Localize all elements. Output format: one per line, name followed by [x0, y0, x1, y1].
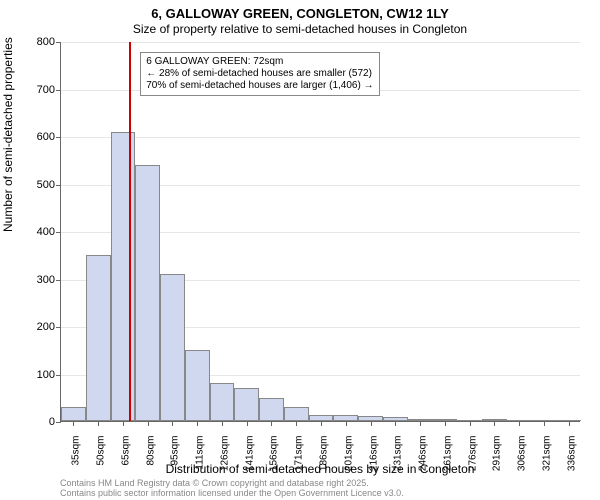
- x-tick-mark: [123, 421, 124, 426]
- y-tick-mark: [56, 232, 61, 233]
- annotation-line: 6 GALLOWAY GREEN: 72sqm: [146, 56, 373, 68]
- x-tick-mark: [470, 421, 471, 426]
- y-tick-label: 200: [15, 321, 55, 333]
- x-tick-label: 171sqm: [294, 436, 305, 486]
- y-tick-label: 600: [15, 131, 55, 143]
- chart-title: 6, GALLOWAY GREEN, CONGLETON, CW12 1LY: [0, 6, 600, 21]
- x-tick-label: 50sqm: [96, 436, 107, 486]
- histogram-bar: [234, 388, 259, 421]
- y-tick-mark: [56, 90, 61, 91]
- histogram-bar: [61, 407, 86, 421]
- y-tick-label: 100: [15, 369, 55, 381]
- chart-subtitle: Size of property relative to semi-detach…: [0, 22, 600, 36]
- x-tick-label: 276sqm: [467, 436, 478, 486]
- x-tick-label: 306sqm: [517, 436, 528, 486]
- x-tick-label: 336sqm: [566, 436, 577, 486]
- x-tick-label: 35sqm: [71, 436, 82, 486]
- x-tick-label: 291sqm: [492, 436, 503, 486]
- histogram-bar: [210, 383, 235, 421]
- histogram-bar: [284, 407, 309, 421]
- x-tick-mark: [420, 421, 421, 426]
- x-tick-mark: [271, 421, 272, 426]
- x-tick-mark: [98, 421, 99, 426]
- y-tick-mark: [56, 422, 61, 423]
- histogram-chart: 6, GALLOWAY GREEN, CONGLETON, CW12 1LY S…: [0, 0, 600, 500]
- y-tick-mark: [56, 327, 61, 328]
- y-tick-label: 400: [15, 226, 55, 238]
- x-tick-mark: [395, 421, 396, 426]
- histogram-bar: [135, 165, 160, 422]
- y-tick-mark: [56, 137, 61, 138]
- x-tick-label: 80sqm: [145, 436, 156, 486]
- footer-line-2: Contains public sector information licen…: [60, 488, 404, 498]
- x-tick-label: 261sqm: [442, 436, 453, 486]
- annotation-line: ← 28% of semi-detached houses are smalle…: [146, 68, 373, 80]
- y-tick-mark: [56, 42, 61, 43]
- x-tick-label: 231sqm: [393, 436, 404, 486]
- x-tick-label: 126sqm: [219, 436, 230, 486]
- x-tick-label: 201sqm: [343, 436, 354, 486]
- y-tick-mark: [56, 280, 61, 281]
- x-tick-label: 95sqm: [170, 436, 181, 486]
- x-tick-mark: [445, 421, 446, 426]
- x-tick-label: 246sqm: [418, 436, 429, 486]
- histogram-bar: [259, 398, 284, 421]
- y-tick-label: 800: [15, 36, 55, 48]
- x-tick-label: 111sqm: [195, 436, 206, 486]
- x-tick-mark: [197, 421, 198, 426]
- x-tick-label: 65sqm: [120, 436, 131, 486]
- x-tick-label: 216sqm: [368, 436, 379, 486]
- y-tick-label: 0: [15, 416, 55, 428]
- x-tick-label: 141sqm: [244, 436, 255, 486]
- y-tick-label: 700: [15, 84, 55, 96]
- x-tick-mark: [222, 421, 223, 426]
- x-tick-label: 321sqm: [541, 436, 552, 486]
- y-tick-label: 300: [15, 274, 55, 286]
- x-tick-mark: [321, 421, 322, 426]
- plot-area: 6 GALLOWAY GREEN: 72sqm← 28% of semi-det…: [60, 42, 580, 422]
- annotation-box: 6 GALLOWAY GREEN: 72sqm← 28% of semi-det…: [140, 52, 379, 96]
- x-tick-label: 186sqm: [319, 436, 330, 486]
- histogram-bar: [160, 274, 185, 421]
- x-tick-mark: [148, 421, 149, 426]
- x-tick-mark: [371, 421, 372, 426]
- y-tick-mark: [56, 375, 61, 376]
- x-tick-mark: [544, 421, 545, 426]
- y-axis-label: Number of semi-detached properties: [1, 37, 15, 232]
- x-tick-mark: [73, 421, 74, 426]
- histogram-bar: [111, 132, 136, 421]
- gridline: [61, 137, 580, 138]
- gridline: [61, 42, 580, 43]
- x-tick-mark: [247, 421, 248, 426]
- y-tick-mark: [56, 185, 61, 186]
- property-marker-line: [129, 42, 131, 421]
- histogram-bar: [185, 350, 210, 421]
- x-tick-mark: [346, 421, 347, 426]
- x-tick-mark: [569, 421, 570, 426]
- x-tick-label: 156sqm: [269, 436, 280, 486]
- annotation-line: 70% of semi-detached houses are larger (…: [146, 80, 373, 92]
- x-tick-mark: [494, 421, 495, 426]
- x-tick-mark: [519, 421, 520, 426]
- histogram-bar: [86, 255, 111, 421]
- y-tick-label: 500: [15, 179, 55, 191]
- x-tick-mark: [172, 421, 173, 426]
- x-tick-mark: [296, 421, 297, 426]
